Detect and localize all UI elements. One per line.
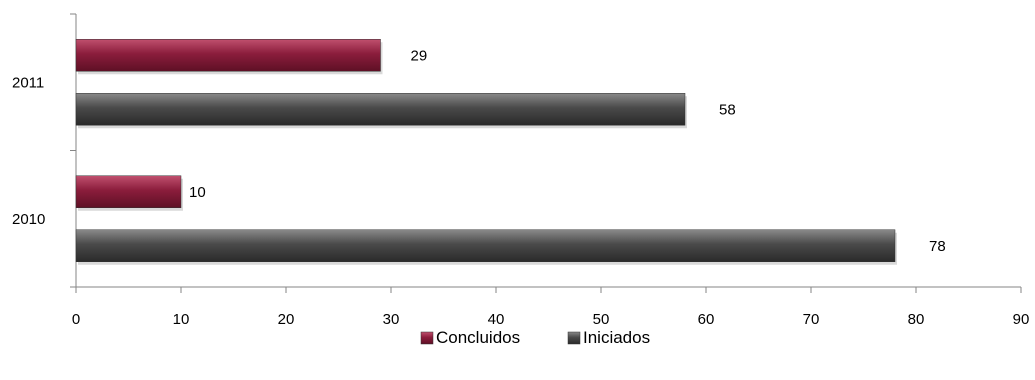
- legend: Concluidos Iniciados: [420, 328, 650, 347]
- y-category-label: 2011: [12, 74, 44, 91]
- x-tick-label: 50: [593, 311, 610, 328]
- x-tick-label: 70: [803, 311, 820, 328]
- data-label: 10: [189, 184, 206, 201]
- x-tick-label: 10: [173, 311, 190, 328]
- x-tick-label: 90: [1013, 311, 1030, 328]
- legend-item-iniciados: Iniciados: [567, 328, 650, 347]
- legend-swatch: [420, 331, 434, 345]
- x-tick-label: 0: [72, 311, 80, 328]
- data-label: 78: [929, 238, 946, 255]
- x-tick-label: 60: [698, 311, 715, 328]
- x-tick-label: 30: [383, 311, 400, 328]
- data-label: 58: [719, 101, 736, 118]
- legend-label: Concluidos: [436, 328, 520, 347]
- legend-swatch: [567, 331, 581, 345]
- data-label: 29: [411, 47, 428, 64]
- bar-concluidos-2011: [75, 39, 381, 72]
- bar-iniciados-2011: [75, 93, 686, 126]
- data-labels: 29 58 10 78: [189, 47, 946, 255]
- legend-label: Iniciados: [583, 328, 650, 347]
- x-tick-label: 80: [908, 311, 925, 328]
- y-category-label: 2010: [12, 211, 45, 228]
- bar-iniciados-2010: [75, 229, 896, 262]
- axes: 0 10 20 30 40 50 60 70 80 90 2011 2010: [12, 13, 1030, 328]
- x-tick-label: 40: [488, 311, 505, 328]
- bar-concluidos-2010: [75, 175, 182, 208]
- bars: [75, 39, 897, 265]
- legend-item-concluidos: Concluidos: [420, 328, 520, 347]
- x-tick-label: 20: [278, 311, 295, 328]
